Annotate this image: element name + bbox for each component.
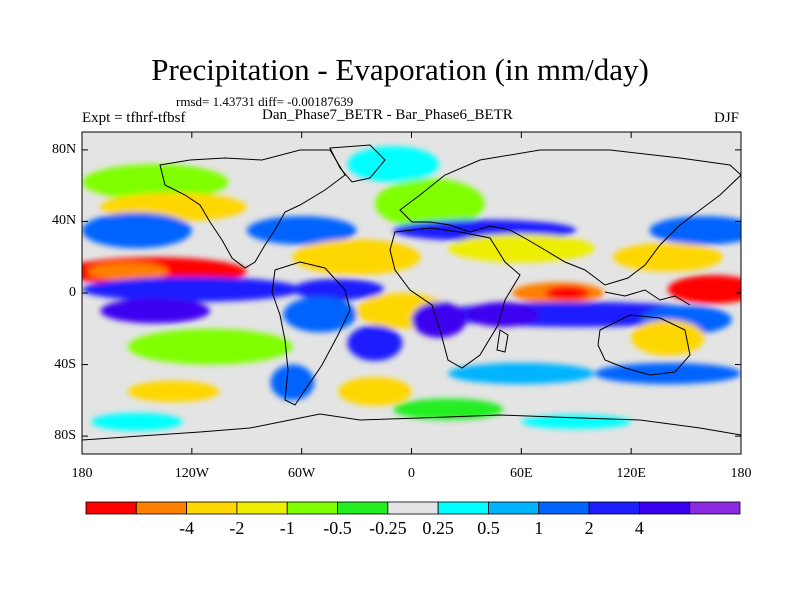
coastline-africa (389, 227, 521, 369)
pme-region-14 (100, 298, 211, 324)
subtitle: Dan_Phase7_BETR - Bar_Phase6_BETR (262, 107, 513, 123)
pme-region-19 (545, 285, 590, 301)
pme-region-25 (347, 325, 403, 361)
pme-region-6 (649, 216, 741, 245)
colorbar-swatch (286, 501, 338, 515)
pme-region-23 (411, 301, 467, 338)
colorbar-label: 1 (534, 518, 544, 538)
colorbar-swatch (638, 501, 691, 515)
lon-tick-label: 120E (616, 466, 646, 481)
pme-region-0 (347, 146, 439, 183)
colorbar-swatch (689, 501, 741, 515)
lat-tick-label: 40S (54, 356, 76, 372)
pme-region-28 (338, 377, 412, 406)
colorbar-swatch (236, 501, 288, 515)
pme-region-34 (91, 412, 183, 431)
axis-ticks (81, 132, 742, 454)
coastline-australia (597, 314, 691, 376)
colorbar-label: -0.25 (369, 518, 407, 538)
coastline-eurasia (399, 149, 741, 286)
colorbar-swatch (588, 501, 640, 515)
colorbar-label: 0.25 (422, 518, 454, 538)
pme-region-1 (374, 178, 485, 229)
pme-region-35 (521, 414, 632, 429)
pme-region-32 (127, 380, 220, 403)
colorbar (85, 501, 741, 515)
lon-tick-label: 180 (71, 466, 93, 481)
pme-region-29 (270, 364, 315, 401)
precipitation-field (82, 146, 741, 431)
lon-tick-label: 60W (288, 466, 316, 481)
colorbar-label: -4 (179, 518, 195, 538)
lat-tick-label: 80S (54, 428, 76, 444)
pme-region-8 (292, 239, 421, 276)
coastline-indonesia (604, 289, 691, 306)
coastline-north-america (159, 149, 346, 269)
lat-tick-label: 0 (69, 285, 76, 300)
pme-region-13 (82, 276, 302, 302)
figure-title: Precipitation - Evaporation (in mm/day) (151, 52, 649, 87)
colorbar-swatch (135, 501, 188, 515)
lon-tick-label: 60E (510, 466, 533, 481)
pme-region-10 (612, 242, 723, 272)
colorbar-swatch (437, 501, 489, 515)
season-label: DJF (713, 110, 739, 126)
colorbar-label: 0.5 (477, 518, 500, 538)
coastline-south-america (271, 261, 351, 406)
experiment-label: Expt = tfhrf-tfbsf (82, 110, 186, 126)
lon-tick-label: 120W (174, 466, 209, 481)
coastline-madagascar (496, 329, 509, 353)
stats-line: rmsd= 1.43731 diff= -0.00187639 (176, 94, 354, 109)
coastline-greenland (329, 144, 386, 183)
colorbar-label: -0.5 (323, 518, 352, 538)
pme-region-16 (283, 296, 357, 333)
colorbar-label: -2 (229, 518, 245, 538)
pme-region-31 (594, 362, 741, 385)
lon-tick-label: 0 (408, 466, 415, 481)
pme-region-4 (82, 212, 192, 249)
lat-tick-label: 80N (52, 141, 77, 157)
colorbar-swatch (538, 501, 590, 515)
lon-tick-label: 180 (730, 466, 752, 481)
colorbar-swatch (186, 501, 238, 515)
pme-region-22 (466, 301, 540, 327)
pme-region-27 (127, 328, 293, 365)
pme-region-12 (87, 262, 169, 281)
pme-region-30 (448, 362, 595, 385)
coastline-antarctica (82, 413, 741, 441)
colorbar-swatch (85, 501, 137, 515)
pme-region-33 (393, 398, 504, 421)
pme-region-2 (82, 164, 229, 200)
colorbar-label: 2 (584, 518, 594, 538)
pme-region-5 (246, 216, 357, 245)
pme-region-9 (448, 233, 595, 263)
coastlines (82, 144, 741, 441)
colorbar-label: 4 (634, 518, 644, 538)
pme-region-15 (292, 278, 385, 301)
pme-region-26 (631, 319, 705, 356)
colorbar-label: -1 (279, 518, 295, 538)
colorbar-swatch (488, 501, 540, 515)
colorbar-swatch (387, 501, 439, 515)
colorbar-swatch (337, 501, 389, 515)
lat-tick-label: 40N (52, 213, 77, 229)
pme-region-20 (667, 275, 741, 304)
map-plot-area (82, 132, 741, 454)
